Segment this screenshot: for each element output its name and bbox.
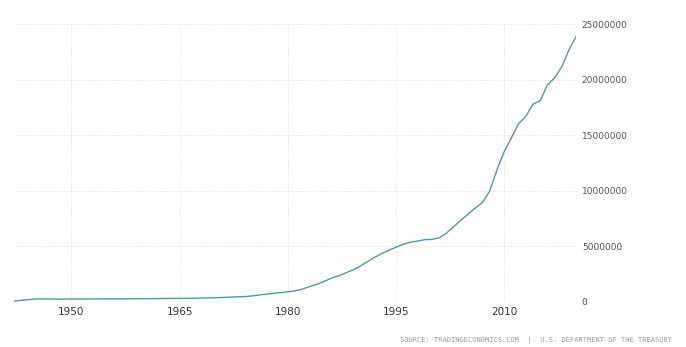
Text: SOURCE: TRADINGECONOMICS.COM  |  U.S. DEPARTMENT OF THE TREASURY: SOURCE: TRADINGECONOMICS.COM | U.S. DEPA… [400, 337, 672, 344]
